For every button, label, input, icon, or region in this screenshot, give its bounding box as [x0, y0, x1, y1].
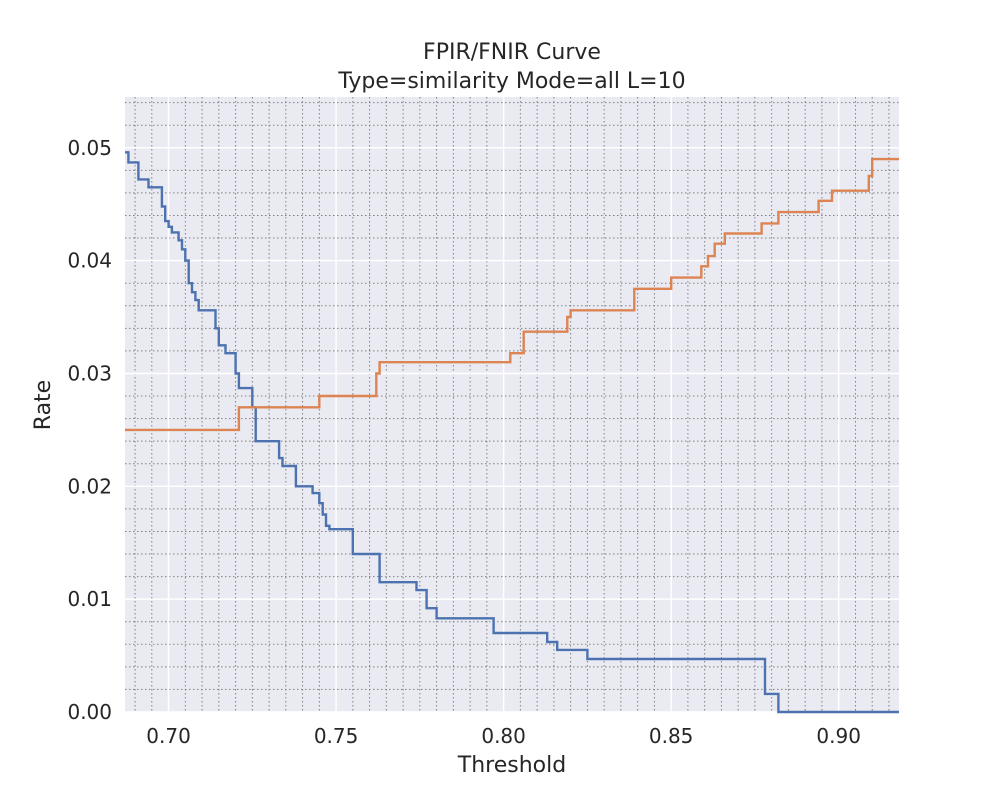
grid	[125, 97, 899, 713]
plot-area	[125, 97, 899, 712]
y-axis-ticks: 0.00 0.01 0.02 0.03 0.04 0.05	[67, 136, 112, 724]
series-line-1	[125, 151, 899, 714]
y-tick-label: 0.05	[67, 136, 112, 160]
y-tick-label: 0.04	[67, 249, 112, 273]
y-axis-label: Rate	[31, 380, 56, 430]
y-tick-label: 0.02	[67, 474, 112, 498]
series-group	[125, 151, 899, 714]
y-tick-label: 0.03	[67, 361, 112, 385]
series-line-2	[125, 157, 899, 432]
x-tick-label: 0.90	[816, 724, 861, 748]
x-tick-label: 0.85	[649, 724, 694, 748]
x-tick-label: 0.70	[146, 724, 191, 748]
y-tick-label: 0.01	[67, 587, 112, 611]
y-tick-label: 0.00	[67, 700, 112, 724]
x-axis-ticks: 0.70 0.75 0.80 0.85 0.90	[146, 724, 861, 748]
chart-title: FPIR/FNIR Curve	[423, 40, 601, 65]
x-axis-label: Threshold	[457, 753, 566, 778]
chart-subtitle: Type=similarity Mode=all L=10	[337, 69, 685, 94]
x-tick-label: 0.80	[481, 724, 526, 748]
x-tick-label: 0.75	[314, 724, 359, 748]
